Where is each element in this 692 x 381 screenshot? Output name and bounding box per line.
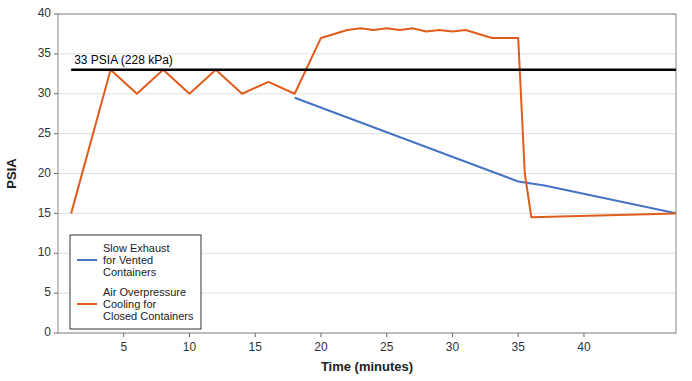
tick-label: 35 bbox=[512, 340, 526, 354]
tick-mark bbox=[583, 333, 584, 337]
tick-mark bbox=[255, 333, 256, 337]
grid-line bbox=[58, 133, 676, 134]
tick-label: 5 bbox=[44, 285, 51, 299]
legend: Slow Exhaustfor VentedContainers Air Over… bbox=[70, 235, 201, 329]
y-axis-label: PSIA bbox=[4, 158, 19, 189]
tick-mark bbox=[123, 333, 124, 337]
tick-label: 30 bbox=[446, 340, 460, 354]
tick-label: 5 bbox=[120, 340, 127, 354]
plot-frame bbox=[58, 14, 676, 333]
grid-line bbox=[58, 173, 676, 174]
tick-label: 20 bbox=[38, 166, 52, 180]
tick-label: 0 bbox=[44, 325, 51, 339]
reference-line bbox=[71, 69, 676, 72]
grid-line bbox=[58, 93, 676, 94]
tick-mark bbox=[54, 213, 58, 214]
legend-box bbox=[70, 235, 201, 329]
tick-label: 25 bbox=[38, 126, 52, 140]
tick-mark bbox=[54, 93, 58, 94]
series-line bbox=[295, 98, 676, 214]
tick-mark bbox=[54, 133, 58, 134]
tick-mark bbox=[54, 253, 58, 254]
tick-mark bbox=[189, 333, 190, 337]
tick-label: 40 bbox=[38, 6, 52, 20]
legend-swatch bbox=[77, 303, 97, 305]
tick-label: 20 bbox=[314, 340, 328, 354]
tick-label: 40 bbox=[577, 340, 591, 354]
legend-label: Air OverpressureCooling forClosed Contai… bbox=[103, 286, 194, 322]
tick-label: 10 bbox=[38, 245, 52, 259]
plot-area bbox=[58, 14, 676, 333]
tick-mark bbox=[54, 293, 58, 294]
tick-mark bbox=[518, 333, 519, 337]
tick-mark bbox=[452, 333, 453, 337]
tick-mark bbox=[54, 53, 58, 54]
tick-label: 35 bbox=[38, 46, 52, 60]
legend-label: Slow Exhaustfor VentedContainers bbox=[103, 242, 170, 278]
tick-label: 15 bbox=[249, 340, 263, 354]
tick-mark bbox=[54, 14, 58, 15]
tick-label: 10 bbox=[183, 340, 197, 354]
tick-mark bbox=[320, 333, 321, 337]
tick-label: 30 bbox=[38, 86, 52, 100]
x-axis: 5 10 15 20 25 30 35 40 bbox=[120, 333, 591, 354]
tick-mark bbox=[386, 333, 387, 337]
grid-line bbox=[58, 213, 676, 214]
y-axis: 0 5 10 15 20 25 30 35 40 bbox=[38, 6, 676, 339]
tick-label: 15 bbox=[38, 206, 52, 220]
legend-swatch bbox=[77, 259, 97, 261]
data-layer bbox=[71, 28, 676, 217]
chart: 0 5 10 15 20 25 30 35 40 5 10 15 20 25 30 35 40 Time (min… bbox=[0, 0, 692, 381]
tick-mark bbox=[54, 173, 58, 174]
x-axis-label: Time (minutes) bbox=[321, 359, 413, 374]
series-line bbox=[71, 28, 676, 217]
tick-label: 25 bbox=[380, 340, 394, 354]
reference-label: 33 PSIA (228 kPa) bbox=[74, 53, 173, 67]
tick-mark bbox=[54, 333, 58, 334]
